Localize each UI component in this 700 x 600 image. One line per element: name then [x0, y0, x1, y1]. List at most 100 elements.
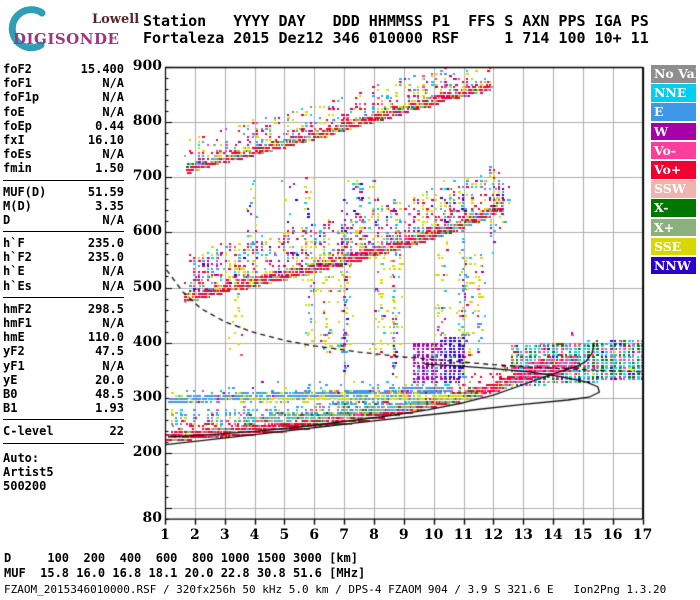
param-label: h`F2: [3, 250, 32, 265]
param-label: fxI: [3, 132, 25, 147]
param-label: h`F: [3, 236, 25, 251]
param-label: hmE: [3, 330, 25, 345]
y-axis-label: 500: [132, 278, 162, 295]
station-header-columns: Station YYYY DAY DDD HHMMSS P1 FFS S AXN…: [143, 12, 649, 30]
param-row: B0 48.5: [3, 387, 124, 401]
param-label: C-level: [3, 424, 54, 439]
x-axis-label: 4: [249, 527, 260, 543]
param-value: N/A: [102, 212, 124, 227]
param-value: N/A: [102, 316, 124, 330]
param-row: M(D) 3.35: [3, 199, 124, 213]
param-separator: [3, 179, 124, 181]
legend-item-nnw: NNW: [651, 256, 696, 275]
x-axis-label: 15: [573, 527, 593, 543]
x-axis-label: 6: [309, 527, 320, 543]
param-label: fmin: [3, 161, 32, 176]
param-value: 48.5: [95, 386, 124, 401]
x-axis-label: 7: [339, 527, 349, 543]
y-axis-label: 400: [132, 333, 162, 350]
param-value: 235.0: [87, 236, 124, 251]
param-separator: [3, 442, 124, 444]
param-label: B0: [3, 386, 18, 401]
param-row: hmF2 298.5: [3, 302, 124, 316]
param-row: 500200: [3, 479, 124, 493]
muf-row: MUF 15.8 16.0 16.8 18.1 20.0 22.8 30.8 5…: [4, 566, 366, 580]
param-row: yE 20.0: [3, 373, 124, 387]
y-axis-label: 600: [132, 223, 162, 240]
param-value: 20.0: [95, 372, 124, 387]
param-row: yF1 N/A: [3, 359, 124, 373]
station-header-values: Fortaleza 2015 Dez12 346 010000 RSF 1 71…: [143, 29, 649, 47]
file-info-row: FZAOM_2015346010000.RSF / 320fx256h 50 k…: [4, 583, 667, 596]
param-value: N/A: [102, 76, 124, 91]
x-axis-label: 14: [543, 527, 563, 543]
param-row: h`E N/A: [3, 264, 124, 278]
param-row: h`Es N/A: [3, 279, 124, 293]
param-row: foF1p N/A: [3, 90, 124, 104]
y-axis-label: 300: [132, 388, 162, 405]
param-row: foF1 N/A: [3, 76, 124, 90]
legend-item-vo-: Vo-: [651, 141, 696, 160]
param-value: 15.400: [80, 62, 124, 76]
scaled-parameters-panel: foF2 15.400 foF1 N/A foF1p N/A foE N/A foEp 0.44 f…: [3, 62, 124, 493]
param-row: MUF(D) 51.59: [3, 185, 124, 199]
param-label: hmF1: [3, 316, 32, 330]
param-label: foF2: [3, 62, 32, 76]
param-label: Artist5: [3, 464, 54, 479]
param-label: yE: [3, 372, 18, 387]
param-value: N/A: [102, 104, 124, 119]
legend-item-ssw: SSW: [651, 180, 696, 198]
y-axis-label: 700: [132, 168, 162, 185]
param-value: 22: [109, 424, 124, 439]
param-value: 16.10: [87, 132, 124, 147]
x-axis-label: 2: [189, 527, 200, 543]
x-axis-label: 1: [160, 527, 170, 543]
param-value: 47.5: [95, 344, 124, 359]
legend-item-vo+: Vo+: [651, 160, 696, 179]
x-axis-label: 12: [483, 527, 504, 543]
param-value: 3.35: [95, 198, 124, 213]
logo-digisonde-text: DIGISONDE: [13, 30, 120, 48]
param-row: Artist5: [3, 465, 124, 479]
param-label: yF2: [3, 344, 25, 359]
param-row: foEp 0.44: [3, 119, 124, 133]
param-separator: [3, 231, 124, 233]
param-value: 0.44: [95, 118, 124, 133]
x-axis-label: 10: [423, 527, 444, 543]
param-label: 500200: [3, 478, 47, 493]
x-axis-label: 9: [398, 527, 409, 543]
y-axis-label: 200: [132, 443, 162, 460]
param-label: hmF2: [3, 301, 32, 316]
legend-item-e: E: [651, 103, 696, 121]
param-row: hmE 110.0: [3, 330, 124, 344]
y-axis-label: 900: [132, 58, 162, 74]
y-axis-label: 80: [142, 510, 162, 527]
param-value: 1.50: [95, 161, 124, 176]
param-value: N/A: [102, 90, 124, 105]
param-label: B1: [3, 401, 18, 416]
x-axis-label: 5: [279, 527, 290, 543]
legend-item-sse: SSE: [651, 237, 696, 256]
y-axis-label: 800: [132, 113, 162, 130]
x-axis-label: 17: [632, 527, 653, 543]
param-label: h`Es: [3, 278, 32, 293]
param-label: MUF(D): [3, 184, 47, 199]
param-separator: [3, 419, 124, 421]
param-label: foEs: [3, 147, 32, 162]
param-row: D N/A: [3, 213, 124, 227]
param-label: yF1: [3, 358, 25, 373]
legend-item-x-: X-: [651, 199, 696, 217]
x-axis-label: 13: [513, 527, 533, 543]
param-label: foF1p: [3, 90, 40, 105]
param-row: h`F 235.0: [3, 236, 124, 250]
param-value: 110.0: [87, 330, 124, 345]
x-axis-label: 16: [603, 527, 623, 543]
param-row: foE N/A: [3, 105, 124, 119]
logo-crescent-icon: [8, 6, 46, 52]
doppler-direction-legend: No Val NNE E W Vo- Vo+ SSW X- X+ SSE NNW: [651, 65, 700, 276]
param-label: Auto:: [3, 450, 40, 465]
param-label: foF1: [3, 76, 32, 91]
param-row: foEs N/A: [3, 147, 124, 161]
